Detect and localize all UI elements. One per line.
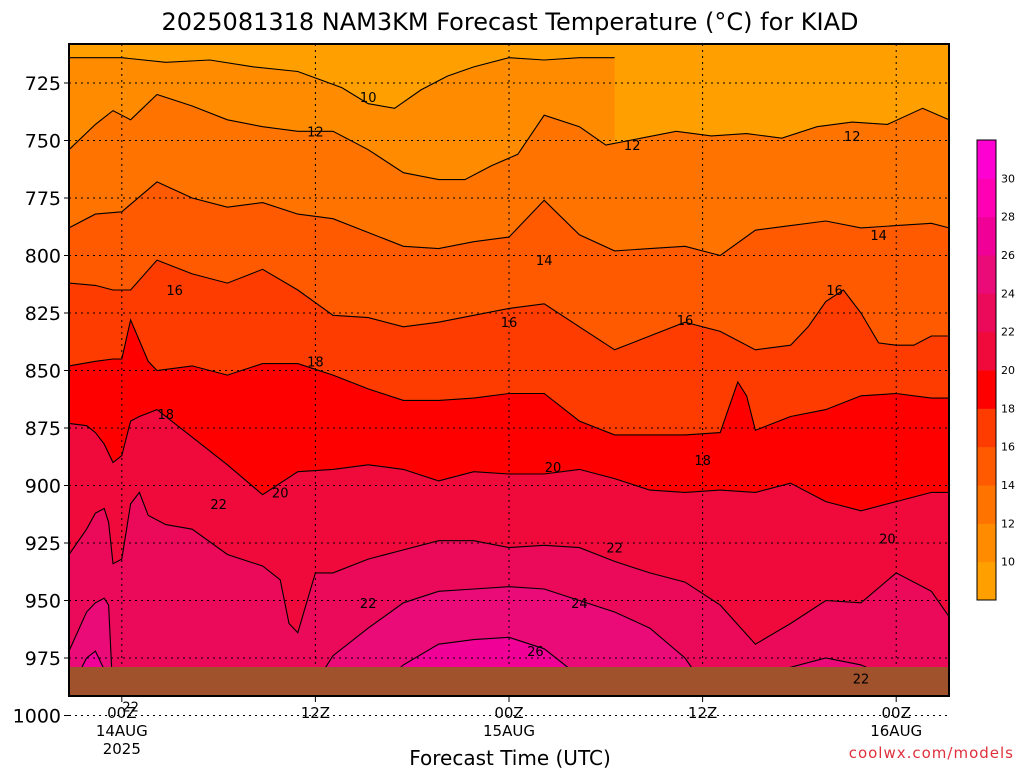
colorbar-tick-label: 24: [1001, 287, 1015, 300]
x-tick-label: 2025: [103, 740, 141, 758]
contour-label: 16: [677, 314, 694, 329]
y-tick-label: 850: [25, 361, 61, 383]
isotherm-18: [68, 318, 949, 436]
x-tick-label: 12Z: [688, 704, 717, 722]
isotherm-10: [69, 57, 615, 109]
contour-label: 20: [272, 486, 289, 501]
y-tick-label: 875: [25, 418, 61, 440]
contour-label: 16: [166, 284, 183, 299]
ground-below-surface: [69, 667, 949, 696]
isotherm-22: [68, 491, 950, 645]
colorbar-frame: [976, 139, 997, 601]
colorbar-swatch: [977, 178, 996, 218]
x-tick-label: 12Z: [301, 704, 330, 722]
contour-label: 22: [606, 542, 623, 557]
x-tick-label: 00Z: [107, 704, 136, 722]
isotherm-16: [68, 259, 949, 351]
colorbar-tick-label: 26: [1001, 249, 1015, 262]
pressure-axis: 725 750 775 800 825 850 875 900 925 950 975 1000: [13, 73, 69, 728]
contour-label: 12: [624, 139, 641, 154]
colorbar-swatch: [977, 485, 996, 524]
chart-title: 2025081318 NAM3KM Forecast Temperature (…: [161, 8, 858, 36]
contour-label: 16: [501, 316, 518, 331]
colorbar-tick-label: 18: [1001, 402, 1015, 415]
x-tick-label: 15AUG: [483, 722, 535, 740]
contour-label: 22: [210, 498, 227, 513]
y-tick-label: 825: [25, 303, 61, 325]
contour-label: 22: [360, 597, 377, 612]
y-tick-label: 800: [25, 246, 61, 268]
colorbar-tick-label: 14: [1001, 479, 1015, 492]
isotherm-12: [68, 93, 950, 181]
contour-label: 10: [360, 91, 377, 106]
colorbar-swatch: [977, 408, 996, 448]
isotherm-lines: [68, 57, 950, 697]
contour-labels: 10 12 12 12 14 14 16 16 16 16 18 18 18 20 20 20 22 22 22 22…: [122, 91, 896, 715]
contour-label: 18: [158, 408, 175, 423]
contour-label: 12: [844, 130, 861, 145]
colorbar-swatch: [977, 561, 996, 601]
colorbar-tick-label: 16: [1001, 441, 1015, 454]
contour-label: 18: [307, 355, 324, 370]
y-tick-label: 975: [25, 648, 61, 670]
contour-label: 16: [826, 284, 843, 299]
contour-label: 20: [879, 532, 896, 547]
colorbar-swatch: [977, 255, 996, 294]
colorbar-tick-label: 22: [1001, 326, 1015, 339]
temperature-field: [69, 44, 949, 696]
x-tick-label: 14AUG: [96, 722, 148, 740]
x-tick-label: 16AUG: [870, 722, 922, 740]
contour-label: 20: [545, 461, 562, 476]
colorbar-swatch: [977, 331, 996, 371]
contour-label: 14: [870, 229, 887, 244]
colorbar-swatch: [977, 216, 996, 256]
colorbar-legend: 10 12 14 16 18 20 22 24 26 28 30: [976, 139, 1015, 601]
x-tick-label: 00Z: [882, 704, 911, 722]
x-tick-label: 00Z: [494, 704, 523, 722]
y-tick-label: 775: [25, 188, 61, 210]
colorbar-swatch: [977, 523, 996, 563]
contour-label: 22: [853, 673, 870, 688]
colorbar-swatch: [977, 140, 996, 179]
plot-grid: [69, 44, 949, 716]
colorbar-tick-label: 20: [1001, 364, 1015, 377]
contour-label: 18: [694, 454, 711, 469]
colorbar-swatch: [977, 293, 996, 333]
contour-label: 12: [307, 125, 324, 140]
colorbar-swatch: [977, 446, 996, 486]
colorbar-tick-label: 10: [1001, 556, 1015, 569]
colorbar-tick-label: 30: [1001, 172, 1015, 185]
contour-label: 24: [571, 597, 588, 612]
isotherm-20: [68, 408, 949, 512]
contour-label: 22: [122, 700, 139, 715]
credit-text: coolwx.com/models: [849, 744, 1014, 762]
y-tick-label: 900: [25, 476, 61, 498]
contour-label: 26: [527, 645, 544, 660]
x-axis-label: Forecast Time (UTC): [409, 746, 611, 768]
y-tick-label: 725: [25, 73, 61, 95]
colorbar-tick-label: 12: [1001, 517, 1015, 530]
contour-label: 14: [536, 254, 553, 269]
colorbar-swatch: [977, 370, 996, 409]
y-tick-label: 950: [25, 591, 61, 613]
y-tick-label: 925: [25, 533, 61, 555]
y-tick-label: 750: [25, 131, 61, 153]
colorbar-tick-label: 28: [1001, 211, 1015, 224]
y-tick-label: 1000: [13, 706, 61, 728]
